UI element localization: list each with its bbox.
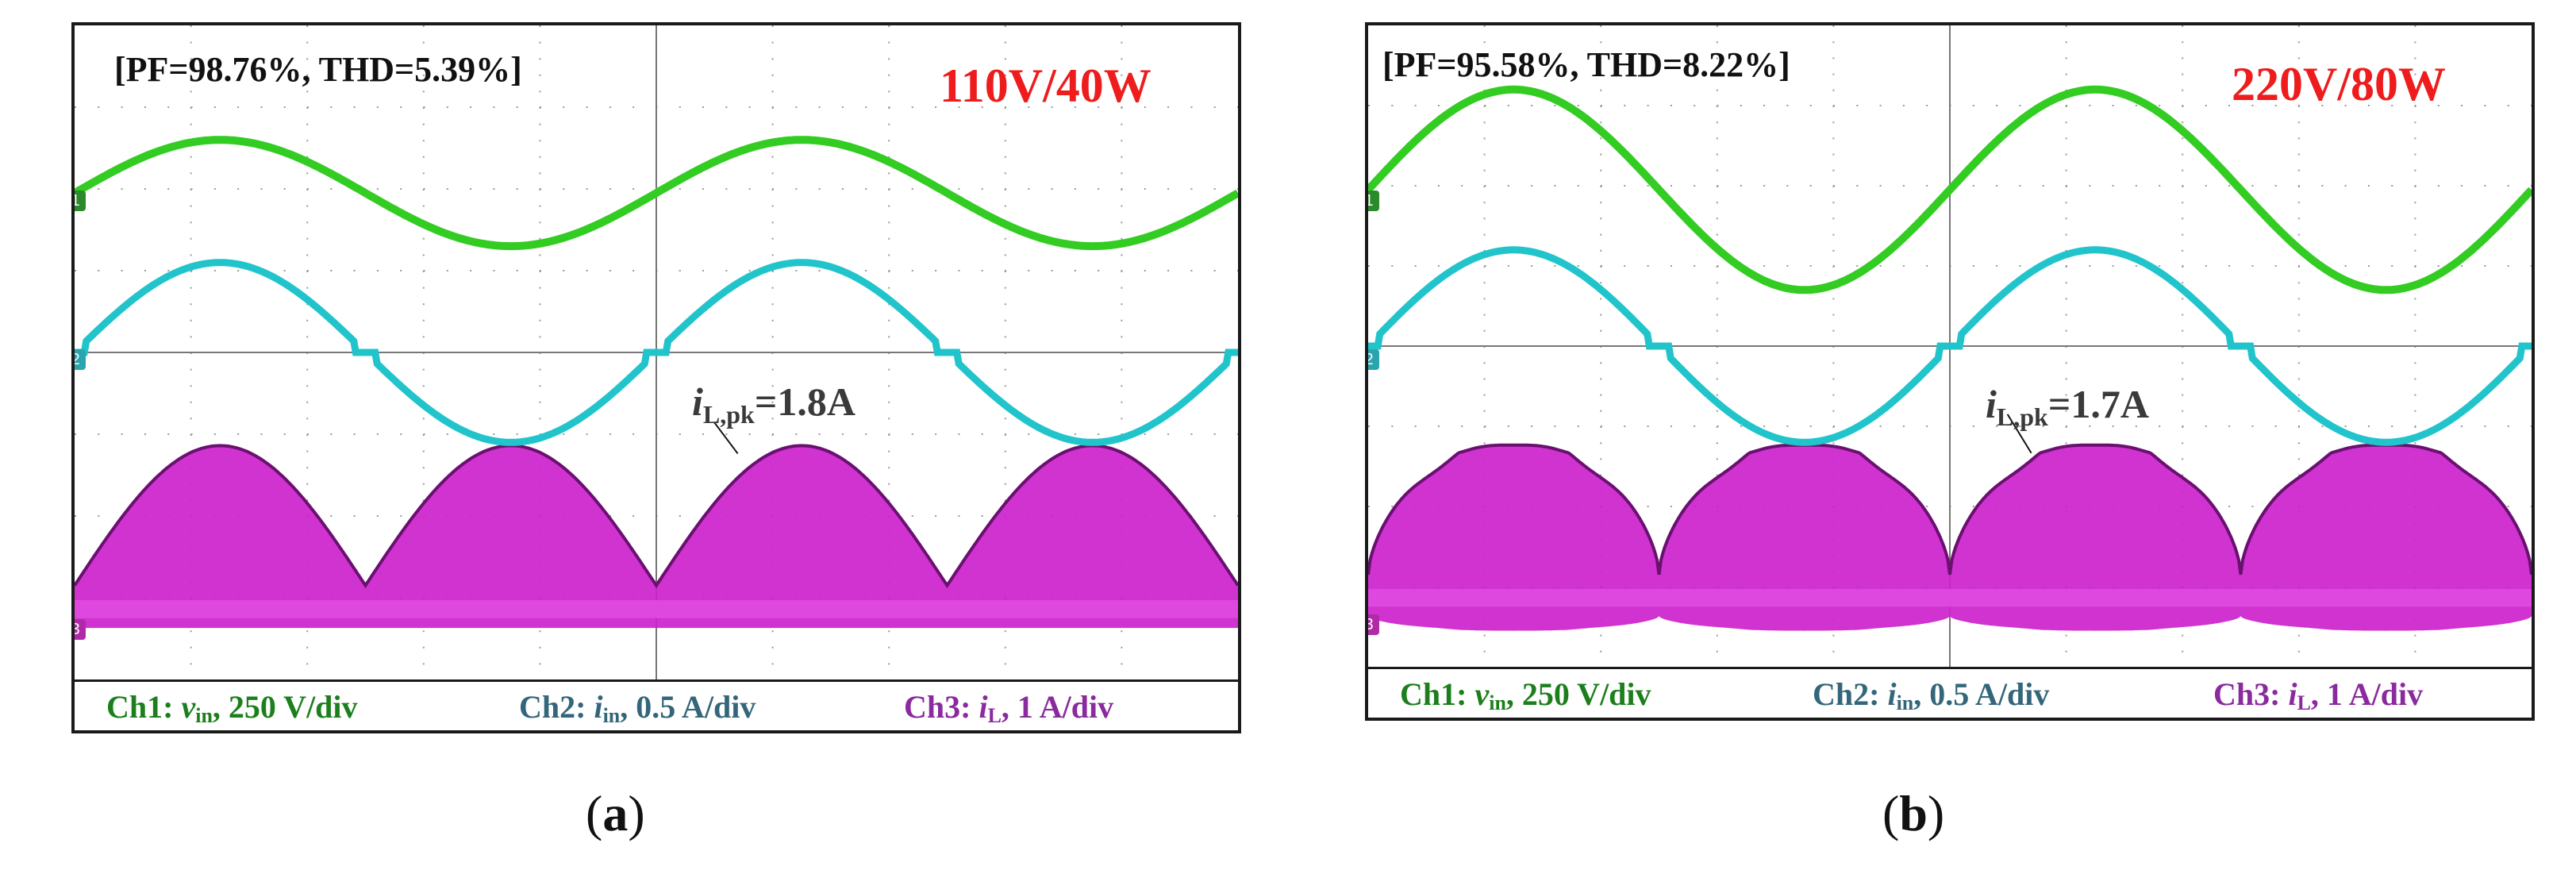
ch2-iin-trace [75,259,1238,446]
waveform-plot-b [1368,25,2532,667]
legend-ch2-sym: i [594,689,603,725]
condition-label-b: 220V/80W [2232,58,2446,110]
legend-ch2-suffix: , 0.5 A/div [1913,676,2050,712]
oscilloscope-panel-a: 1 2 3 [PF=98.76%, THD=5.39%] 110V/40W iL… [71,22,1241,733]
scope-screen-a: 1 2 3 [PF=98.76%, THD=5.39%] 110V/40W iL… [75,25,1238,683]
legend-ch1-prefix: Ch1: [106,689,182,725]
legend-ch2-prefix: Ch2: [519,689,594,725]
caption-b-close: ) [1927,785,1945,841]
peak-subscript-b: L,pk [1996,402,2048,431]
legend-ch3-suffix: , 1 A/div [2310,676,2424,712]
peak-current-label-a: iL,pk=1.8A [692,379,855,429]
measurement-label-a: [PF=98.76%, THD=5.39%] [114,50,522,89]
peak-symbol-b: i [1986,382,1997,426]
ch3-iL-peak-line [75,444,1238,589]
ch3-marker-b: 3 [1368,614,1379,635]
caption-a-close: ) [628,785,645,841]
legend-ch1-suffix: , 250 V/div [212,689,358,725]
peak-value-a: =1.8A [754,379,855,424]
legend-ch2-sym: i [1887,676,1897,712]
peak-leader-line [2006,414,2032,454]
legend-ch3-prefix: Ch3: [2213,676,2289,712]
channel-legend-b: Ch1: vin, 250 V/div Ch2: iin, 0.5 A/div … [1368,667,2532,718]
legend-ch1-sym: v [1474,676,1490,712]
legend-ch1-prefix: Ch1: [1400,676,1475,712]
ch3-iL-peak-line [1368,443,2532,575]
legend-ch3-suffix: , 1 A/div [1001,689,1114,725]
ch1-marker-b: 1 [1368,191,1379,211]
legend-ch2-sub: in [1896,691,1914,714]
caption-a-letter: a [602,785,629,841]
peak-current-label-b: iL,pk=1.7A [1986,381,2149,432]
legend-ch1-sym: v [181,689,196,725]
peak-value-b: =1.7A [2047,382,2149,426]
caption-a: (a) [586,784,645,843]
legend-ch3-sub: L [987,704,1002,727]
legend-ch1-suffix: , 250 V/div [1505,676,1651,712]
peak-leader-line [713,421,739,455]
legend-ch2-a: Ch2: iin, 0.5 A/div [519,688,755,728]
ch1-vin-trace [1368,85,2532,294]
legend-ch3-b: Ch3: iL, 1 A/div [2213,676,2423,715]
ch2-marker-b: 2 [1368,349,1379,370]
caption-b-open: ( [1882,785,1900,841]
measurement-label-b: [PF=95.58%, THD=8.22%] [1382,45,1790,84]
legend-ch2-sub: in [602,704,621,727]
ch1-vin-trace [75,136,1238,251]
scope-screen-b: 1 2 3 [PF=95.58%, THD=8.22%] 220V/80W iL… [1368,25,2532,670]
ch1-marker-a: 1 [75,191,86,211]
legend-ch1-a: Ch1: vin, 250 V/div [106,688,358,728]
legend-ch2-b: Ch2: iin, 0.5 A/div [1813,676,2049,715]
caption-a-open: ( [586,785,603,841]
legend-ch2-suffix: , 0.5 A/div [620,689,756,725]
caption-b-letter: b [1899,785,1928,841]
legend-ch1-b: Ch1: vin, 250 V/div [1400,676,1651,715]
oscilloscope-panel-b: 1 2 3 [PF=95.58%, THD=8.22%] 220V/80W iL… [1365,22,2535,721]
legend-ch3-sym: i [978,689,988,725]
waveform-plot-a [75,25,1238,679]
legend-ch3-sym: i [2288,676,2297,712]
legend-ch1-sub: in [195,704,213,727]
ch3-marker-a: 3 [75,619,86,640]
ch3-iL-baseline-band [1368,589,2532,607]
condition-label-a: 110V/40W [940,60,1152,112]
ch2-iin-trace [1368,246,2532,446]
peak-symbol-a: i [692,379,703,424]
legend-ch3-a: Ch3: iL, 1 A/div [904,688,1113,728]
legend-ch3-sub: L [2297,691,2311,714]
ch3-iL-baseline-band [75,600,1238,618]
caption-b: (b) [1882,784,1944,843]
channel-legend-a: Ch1: vin, 250 V/div Ch2: iin, 0.5 A/div … [75,679,1238,730]
legend-ch3-prefix: Ch3: [904,689,979,725]
ch2-marker-a: 2 [75,349,86,370]
ch3-iL-envelope [1368,445,2532,631]
legend-ch1-sub: in [1489,691,1506,714]
legend-ch2-prefix: Ch2: [1813,676,1888,712]
peak-subscript-a: L,pk [702,400,755,429]
